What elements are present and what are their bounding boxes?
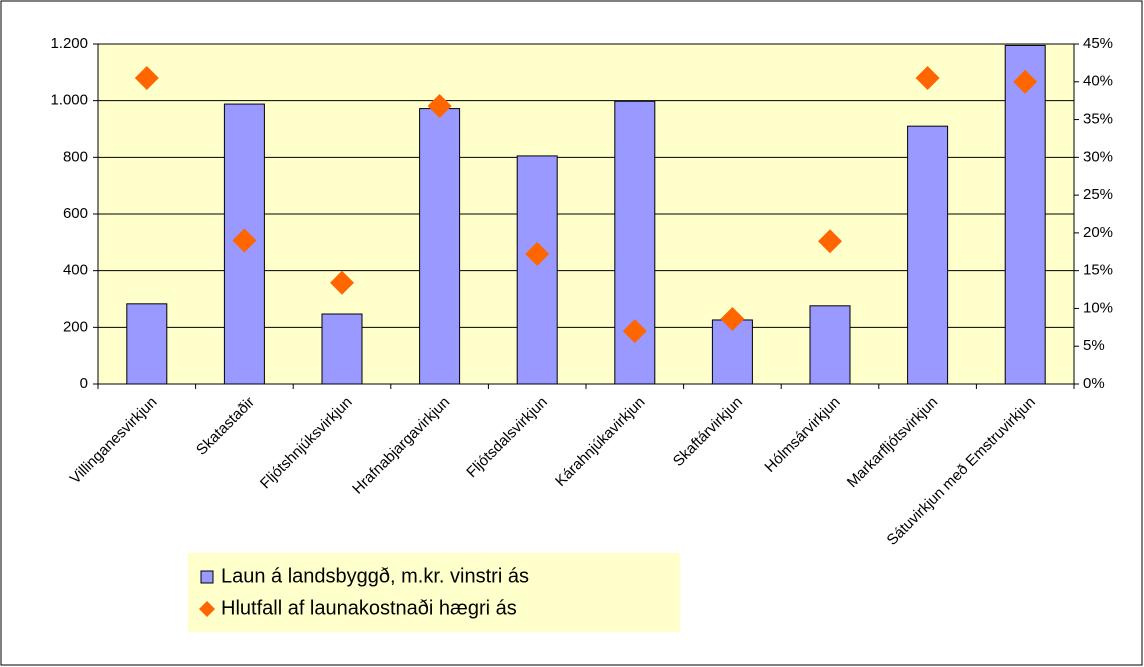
y-tick-label: 600 xyxy=(63,205,88,222)
y2-tick-label: 10% xyxy=(1083,299,1113,316)
marker xyxy=(622,319,647,344)
bar xyxy=(419,108,461,385)
marker xyxy=(720,307,745,332)
marker xyxy=(818,229,842,254)
y2-tick-label: 20% xyxy=(1083,224,1113,241)
legend-label: Laun á landsbyggð, m.kr. vinstri ás xyxy=(221,565,529,587)
y-tick-label: 1.200 xyxy=(50,35,88,52)
marker xyxy=(427,93,452,118)
y-tick-label: 400 xyxy=(63,262,88,279)
y2-tick-label: 5% xyxy=(1083,337,1105,354)
bar xyxy=(1004,44,1046,385)
marker xyxy=(525,242,550,267)
bar xyxy=(516,155,558,385)
bar xyxy=(907,125,949,385)
bar xyxy=(321,313,363,385)
y2-tick-label: 40% xyxy=(1083,73,1113,90)
legend-label: Hlutfall af launakostnaði hægri ás xyxy=(221,597,517,619)
y2-tick-label: 0% xyxy=(1083,375,1105,392)
y2-tick-label: 25% xyxy=(1083,186,1113,203)
bar xyxy=(809,305,851,385)
legend-swatch xyxy=(199,601,215,617)
marker xyxy=(1013,69,1038,94)
y2-tick-label: 35% xyxy=(1083,111,1113,128)
marker xyxy=(134,66,159,90)
marker xyxy=(330,270,354,295)
y-tick-label: 200 xyxy=(63,318,88,335)
legend xyxy=(188,553,680,632)
y-tick-label: 800 xyxy=(63,148,88,165)
legend-swatch xyxy=(200,570,214,584)
bar xyxy=(126,303,168,385)
marker xyxy=(915,66,940,90)
y2-tick-label: 45% xyxy=(1083,35,1113,52)
marker xyxy=(232,228,257,253)
y-tick-label: 0 xyxy=(80,375,88,392)
y-tick-label: 1.000 xyxy=(50,92,88,109)
y2-tick-label: 15% xyxy=(1083,262,1113,279)
y2-tick-label: 30% xyxy=(1083,148,1113,165)
